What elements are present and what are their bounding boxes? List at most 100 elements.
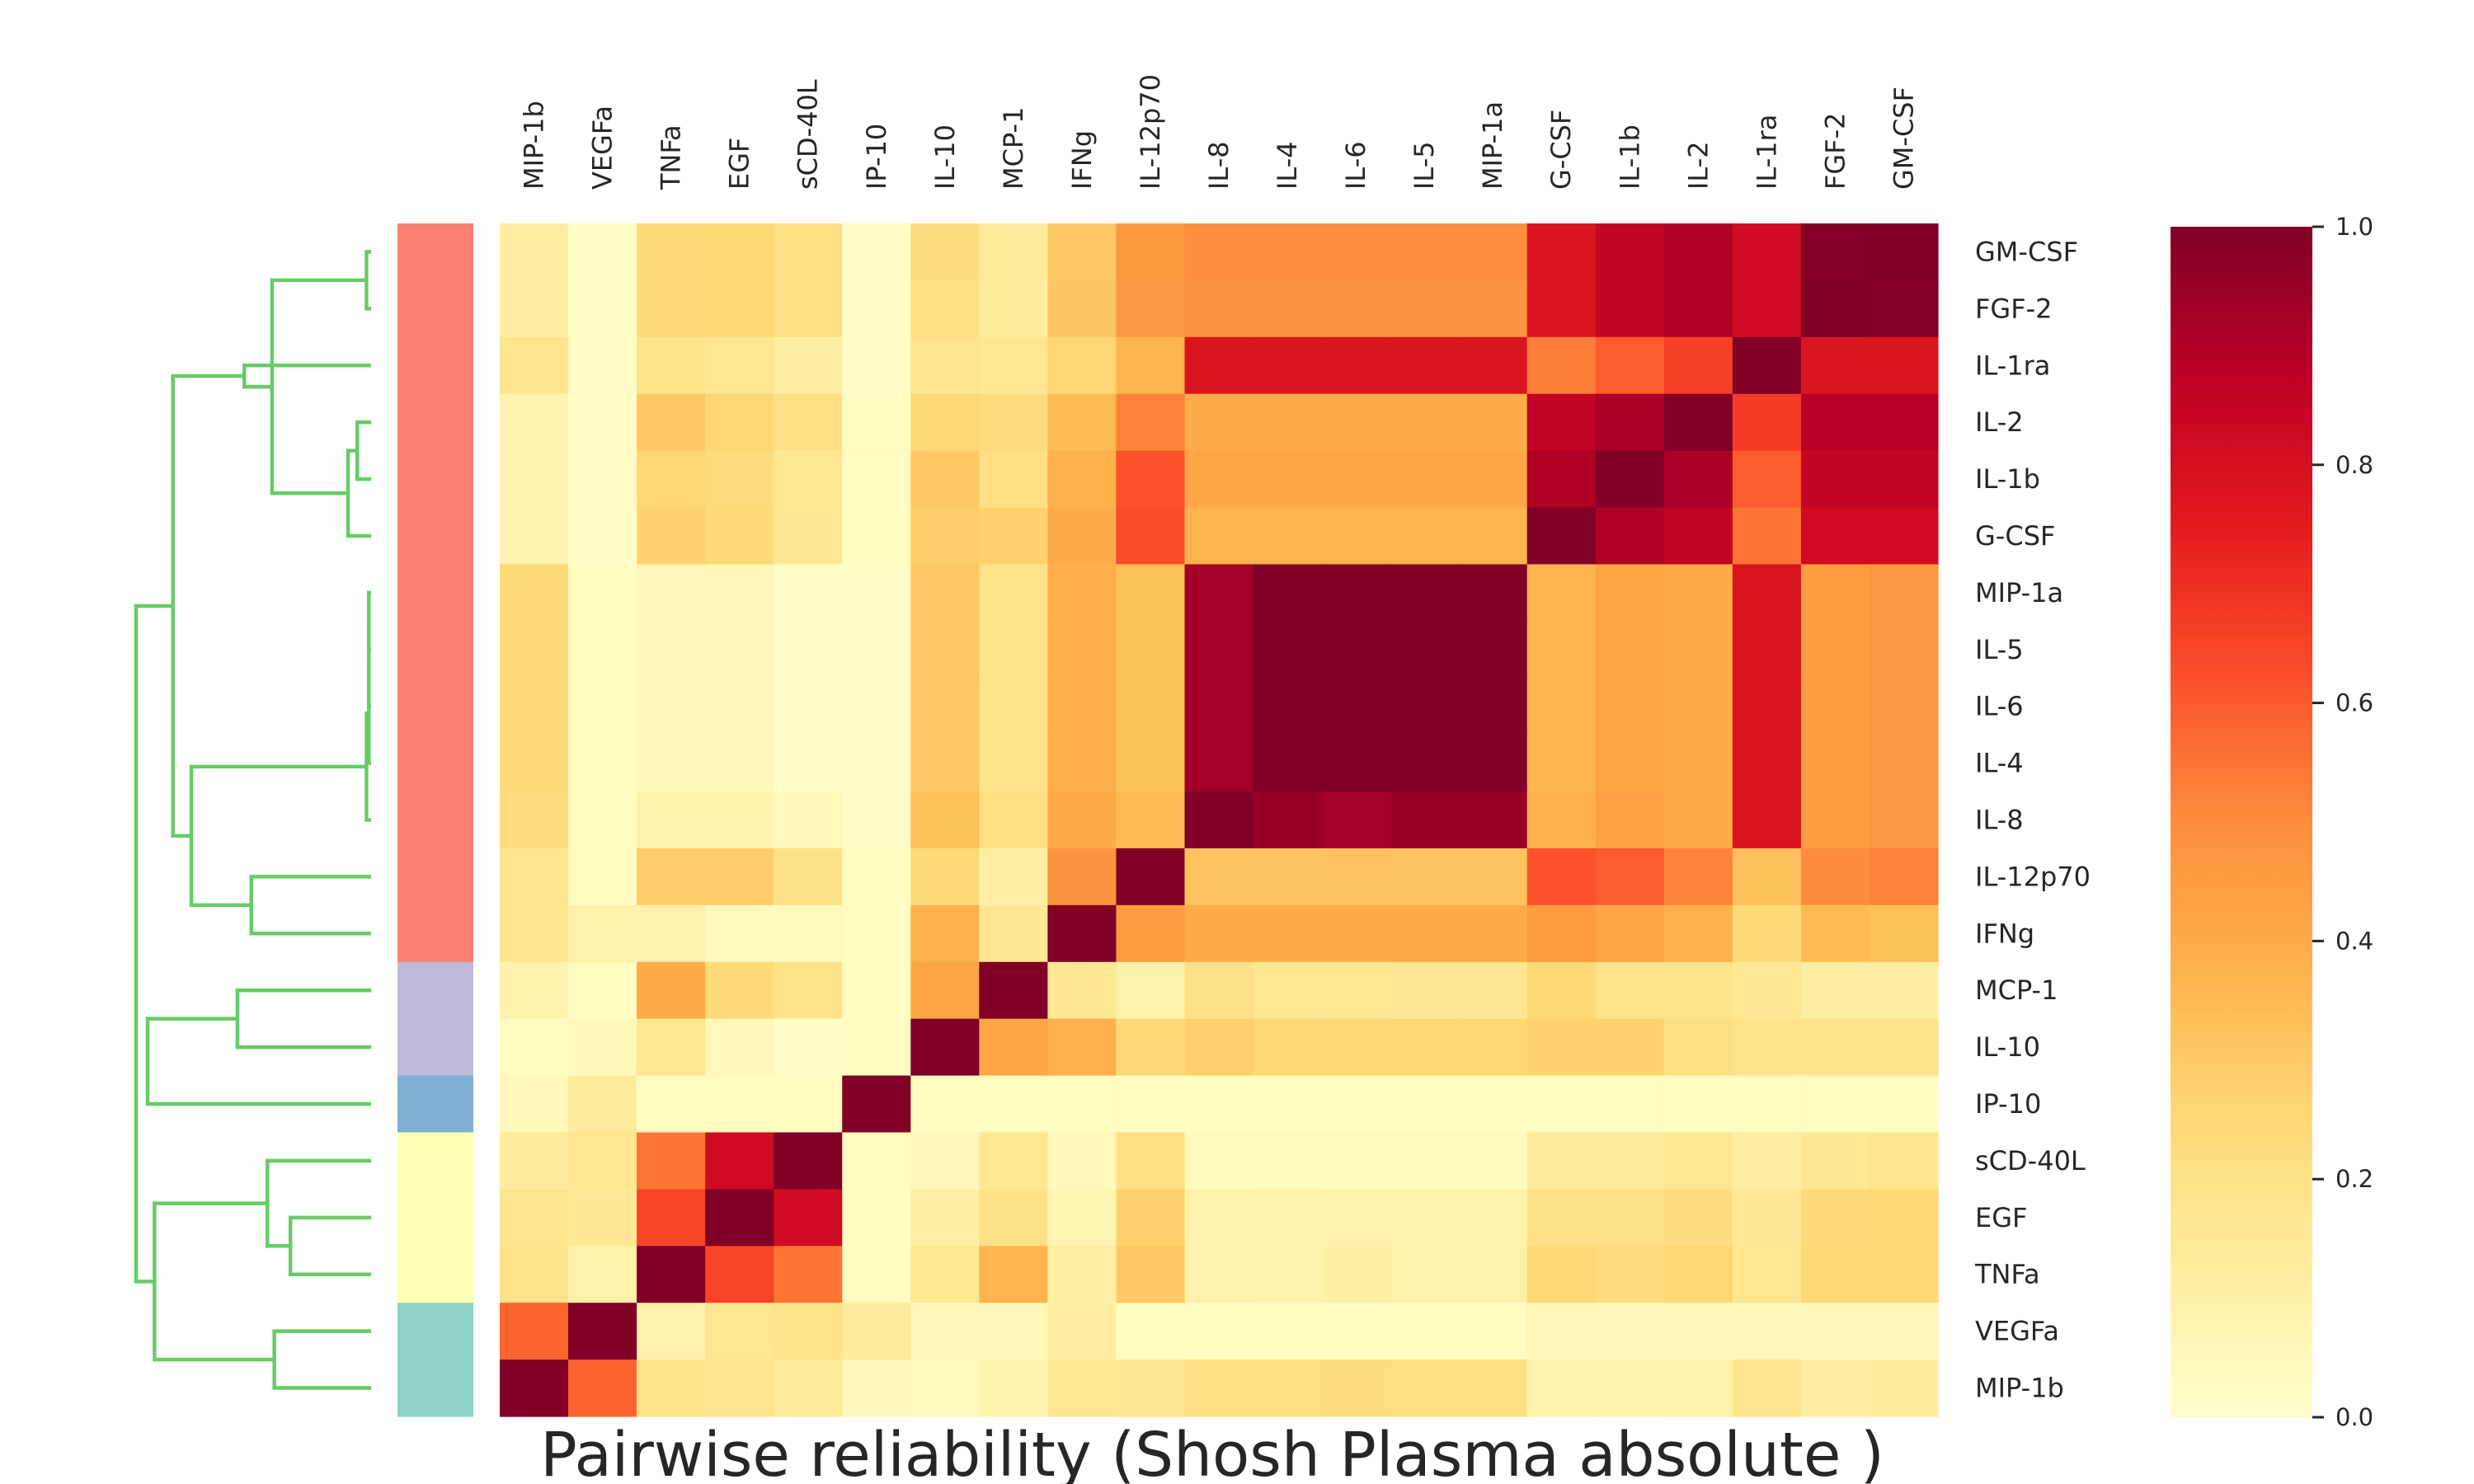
- heatmap-cell: [705, 678, 774, 735]
- heatmap-cell: [705, 1303, 774, 1360]
- heatmap-cell: [1390, 1303, 1460, 1360]
- heatmap-cell: [500, 1018, 569, 1077]
- heatmap-cell: [1458, 1360, 1528, 1417]
- heatmap-cell: [1732, 1246, 1802, 1303]
- heatmap-cell: [1184, 223, 1254, 281]
- row-label: IL-6: [1975, 691, 2024, 722]
- heatmap-cell: [1253, 564, 1323, 622]
- heatmap-cell: [1047, 1075, 1117, 1134]
- heatmap-cell: [774, 678, 843, 735]
- heatmap-cell: [1116, 507, 1186, 566]
- cluster-color-cell: [397, 450, 473, 509]
- heatmap-cell: [1595, 450, 1665, 509]
- row-label: IL-8: [1975, 805, 2024, 836]
- heatmap-cell: [979, 1075, 1048, 1134]
- heatmap-cell: [1047, 393, 1117, 452]
- heatmap-cell: [637, 279, 706, 338]
- heatmap-cell: [1595, 507, 1665, 566]
- heatmap-cell: [1732, 1360, 1802, 1417]
- heatmap-cell: [1390, 1018, 1460, 1077]
- heatmap-cell: [705, 791, 774, 849]
- cluster-color-cell: [397, 564, 473, 622]
- heatmap-cell: [1321, 336, 1391, 395]
- colorbar-tick-label: 0.0: [2335, 1403, 2373, 1431]
- cluster-color-cell: [397, 223, 473, 281]
- column-label: IL-2: [1682, 141, 1714, 190]
- heatmap-cell: [910, 1132, 980, 1190]
- heatmap-cell: [979, 1246, 1048, 1303]
- dendrogram-link: [346, 448, 371, 538]
- heatmap-cell: [1184, 564, 1254, 622]
- heatmap-cell: [1390, 621, 1460, 679]
- dendrogram-link: [272, 1329, 371, 1390]
- heatmap-cell: [1047, 961, 1117, 1020]
- heatmap-cell: [1184, 1360, 1254, 1417]
- heatmap-cell: [705, 279, 774, 338]
- colorbar-tick-label: 0.2: [2335, 1165, 2373, 1193]
- heatmap-cell: [1253, 1189, 1323, 1247]
- heatmap-cell: [842, 393, 911, 452]
- heatmap-cell: [1390, 678, 1460, 735]
- heatmap-cell: [1116, 564, 1186, 622]
- row-label: MCP-1: [1975, 974, 2058, 1006]
- heatmap-cell: [910, 507, 980, 566]
- heatmap-cell: [774, 1075, 843, 1134]
- heatmap-cell: [1800, 393, 1870, 452]
- heatmap-cell: [910, 279, 980, 338]
- heatmap-cell: [1595, 1303, 1665, 1360]
- column-label: IL-1ra: [1751, 115, 1782, 190]
- column-label: sCD-40L: [793, 79, 824, 190]
- heatmap-cell: [910, 1189, 980, 1247]
- cluster-color-cell: [397, 961, 473, 1020]
- heatmap-cell: [1253, 735, 1323, 792]
- cluster-color-cell: [397, 1018, 473, 1077]
- heatmap-cell: [1595, 904, 1665, 963]
- row-label: MIP-1b: [1975, 1373, 2064, 1404]
- heatmap-cell: [637, 621, 706, 679]
- heatmap-cell: [1321, 393, 1391, 452]
- heatmap-cell: [500, 904, 569, 963]
- heatmap-cell: [842, 507, 911, 566]
- heatmap-cell: [1184, 507, 1254, 566]
- heatmap-cell: [1390, 1132, 1460, 1190]
- heatmap-cell: [842, 1075, 911, 1134]
- heatmap-cell: [1253, 1018, 1323, 1077]
- heatmap-cell: [637, 1246, 706, 1303]
- cluster-color-cell: [397, 1132, 473, 1190]
- heatmap-cell: [637, 223, 706, 281]
- row-label: sCD-40L: [1975, 1145, 2086, 1176]
- row-label: IP-10: [1975, 1088, 2041, 1120]
- heatmap-cell: [1595, 279, 1665, 338]
- heatmap-cell: [1321, 1303, 1391, 1360]
- heatmap-cell: [1253, 336, 1323, 395]
- heatmap-cell: [1458, 621, 1528, 679]
- heatmap-cell: [1800, 791, 1870, 849]
- heatmap-cell: [1184, 336, 1254, 395]
- heatmap-cell: [1458, 1246, 1528, 1303]
- heatmap-cell: [1184, 1018, 1254, 1077]
- heatmap-cell: [568, 1360, 637, 1417]
- heatmap-cell: [568, 279, 637, 338]
- heatmap-cell: [1458, 507, 1528, 566]
- heatmap-cell: [568, 223, 637, 281]
- colorbar-gradient: [2171, 227, 2312, 1417]
- column-label: IFNg: [1066, 130, 1098, 190]
- row-label: FGF-2: [1975, 293, 2053, 324]
- heatmap-cell: [500, 1246, 569, 1303]
- heatmap-cell: [1595, 791, 1665, 849]
- heatmap-cell: [842, 678, 911, 735]
- heatmap-cell: [842, 1189, 911, 1247]
- heatmap-cell: [1595, 336, 1665, 395]
- heatmap-cell: [637, 678, 706, 735]
- heatmap-cell: [979, 223, 1048, 281]
- heatmap-cell: [1253, 904, 1323, 963]
- heatmap-cell: [1595, 1132, 1665, 1190]
- heatmap-cell: [705, 223, 774, 281]
- heatmap-cell: [1869, 791, 1939, 849]
- heatmap-cell: [1116, 791, 1186, 849]
- heatmap-cell: [1800, 735, 1870, 792]
- heatmap-cell: [842, 621, 911, 679]
- heatmap-cell: [1595, 564, 1665, 622]
- heatmap-cell: [774, 1018, 843, 1077]
- heatmap-cell: [705, 735, 774, 792]
